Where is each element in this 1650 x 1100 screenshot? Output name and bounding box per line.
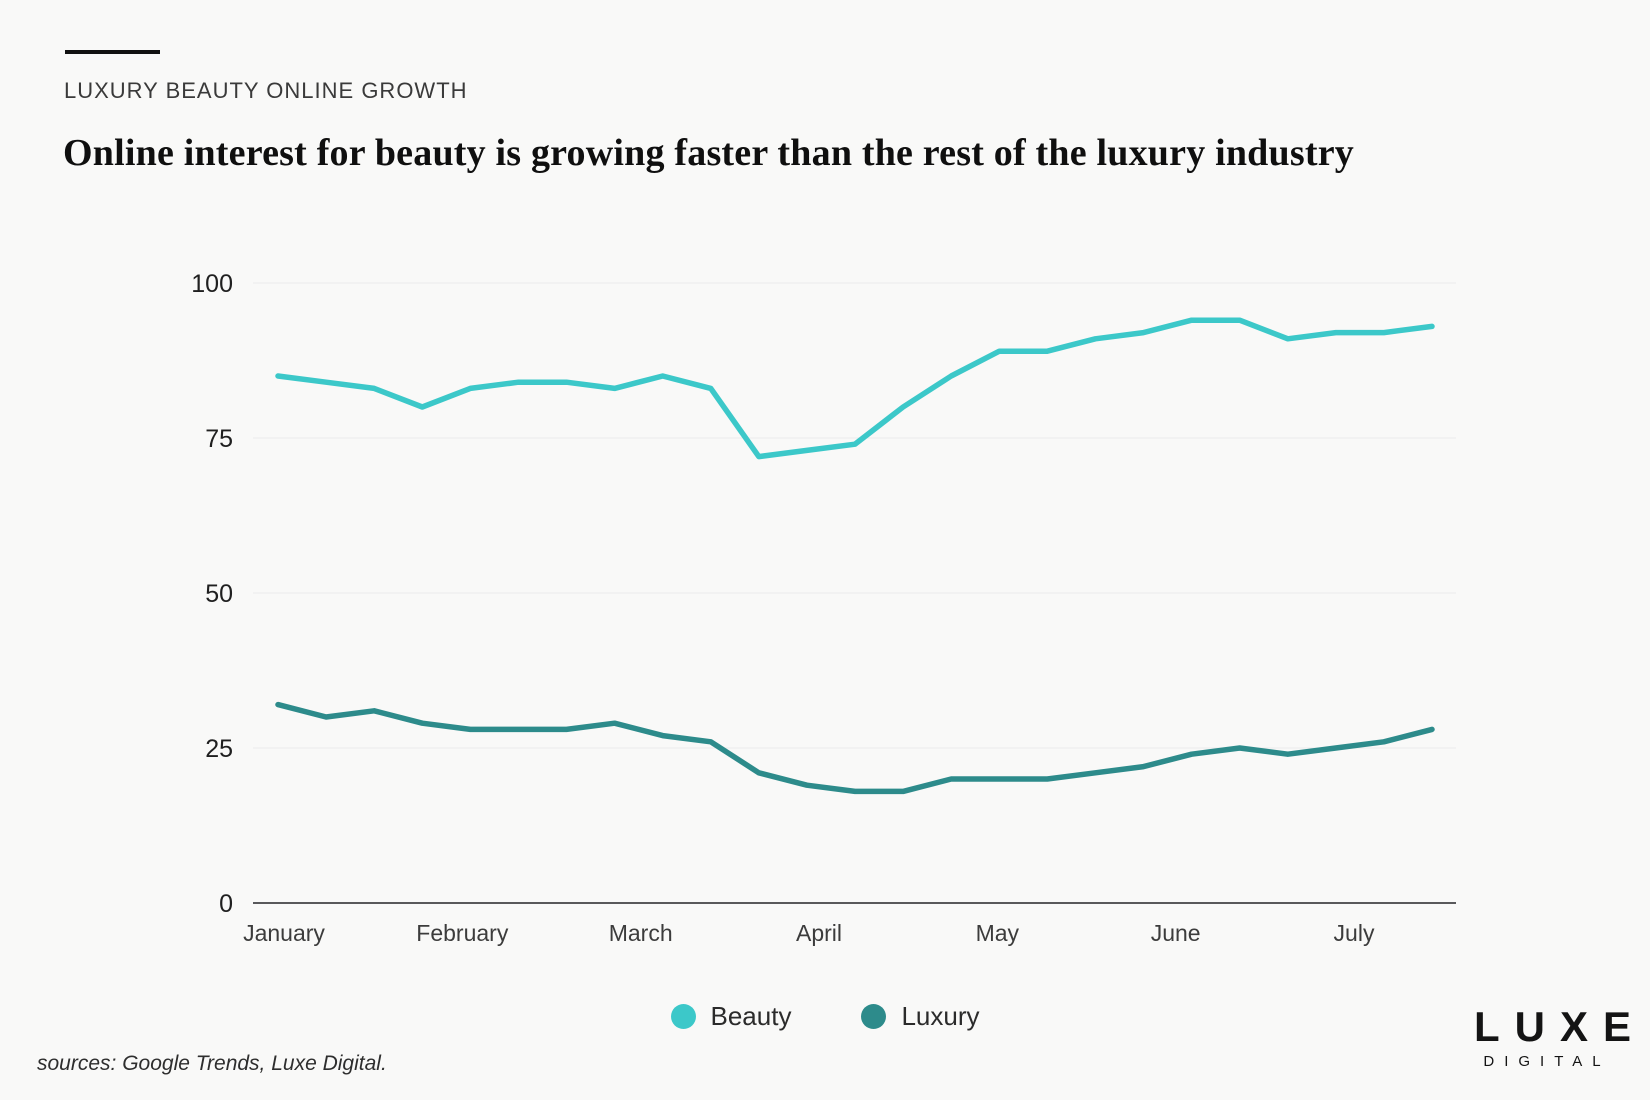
x-tick-label-january: January (243, 920, 325, 946)
y-tick-label-75: 75 (205, 425, 233, 453)
x-tick-label-april: April (796, 920, 842, 946)
x-tick-label-june: June (1151, 920, 1201, 946)
legend-label-beauty: Beauty (710, 1001, 792, 1031)
beauty-trend-line (275, 317, 1435, 460)
beauty-series-dot-icon (670, 1004, 696, 1029)
header-accent-rule (65, 50, 160, 54)
y-tick-label-25: 25 (205, 735, 233, 763)
chart-legend: Beauty Luxury (0, 1001, 1650, 1032)
x-tick-label-may: May (976, 920, 1020, 946)
logo-wordmark: LUXE (1474, 1003, 1647, 1050)
luxe-digital-logo: LUXE DIGITAL (1462, 1003, 1647, 1071)
logo-subtitle: DIGITAL (1483, 1053, 1611, 1071)
legend-item-beauty: Beauty (670, 1001, 792, 1032)
sources-note: sources: Google Trends, Luxe Digital. (37, 1052, 387, 1075)
luxury-series-dot-icon (861, 1004, 887, 1029)
chart-kicker: LUXURY BEAUTY ONLINE GROWTH (64, 78, 468, 103)
y-tick-label-50: 50 (205, 580, 233, 608)
chart-title: Online interest for beauty is growing fa… (63, 132, 1354, 174)
x-tick-label-february: February (416, 920, 509, 946)
luxury-trend-line (275, 701, 1435, 795)
y-tick-label-100: 100 (191, 270, 233, 298)
legend-label-luxury: Luxury (901, 1001, 980, 1031)
y-tick-label-0: 0 (219, 890, 233, 918)
x-tick-label-march: March (609, 920, 673, 946)
x-tick-label-july: July (1334, 920, 1375, 946)
legend-item-luxury: Luxury (861, 1001, 980, 1032)
